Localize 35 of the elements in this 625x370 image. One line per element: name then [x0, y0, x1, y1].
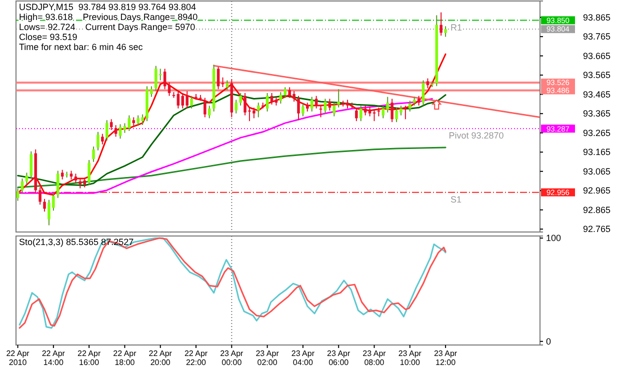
x-tick-label: 23 Apr 08:00	[362, 349, 386, 367]
y-tick-label: 92.865	[583, 204, 611, 215]
y-tick-label: 92.965	[583, 185, 611, 196]
y-tick-label: 93.365	[583, 108, 611, 118]
annotation: High= 93.618 Previous Days Range= 8940	[19, 12, 198, 22]
y-tick-label: 93.665	[583, 50, 611, 61]
annotation: Lows= 92.724 Current Days Range= 5970	[19, 22, 196, 32]
y-tick-label: 93.065	[583, 166, 611, 176]
x-tick-label: 22 Apr 18:00	[113, 349, 137, 367]
annotation: Pivot 93.2870	[448, 130, 504, 141]
y-tick-label: 93.465	[583, 89, 611, 100]
y-tick-label: 93.865	[583, 12, 611, 22]
x-tick-label: 23 Apr 10:00	[398, 349, 422, 367]
y-tick-label: 0	[546, 336, 552, 346]
x-tick-label: 23 Apr 06:00	[327, 349, 350, 367]
x-tick-label: 23 Apr 04:00	[291, 349, 315, 367]
x-tick-label: 22 Apr 16:00	[78, 349, 101, 367]
chart-title: USDJPY,M15 93.784 93.819 93.764 93.804	[19, 2, 196, 12]
y-tick-label: 93.165	[583, 146, 611, 157]
y-tick-label: 93.565	[583, 70, 611, 80]
x-tick-label: 23 Apr 12:00	[434, 349, 458, 367]
annotation: S1	[450, 194, 462, 204]
x-tick-label: 22 Apr 2010	[6, 349, 30, 367]
y-tick-label: 93.265	[583, 128, 611, 138]
y-tick-label: 92.765	[583, 224, 611, 234]
annotation: Close= 93.519	[19, 32, 78, 42]
y-tick-label: 93.765	[583, 31, 611, 42]
x-tick-label: 22 Apr 14:00	[42, 349, 66, 367]
x-tick-label: 23 Apr 00:00	[220, 349, 244, 367]
annotation: Time for next bar: 6 min 46 sec	[19, 42, 144, 52]
x-tick-label: 22 Apr 22:00	[184, 349, 208, 367]
annotation: R1	[450, 22, 462, 32]
x-tick-label: 22 Apr 20:00	[148, 349, 172, 367]
y-tick-label: 100	[546, 232, 562, 243]
x-tick-label: 23 Apr 02:00	[256, 349, 280, 367]
